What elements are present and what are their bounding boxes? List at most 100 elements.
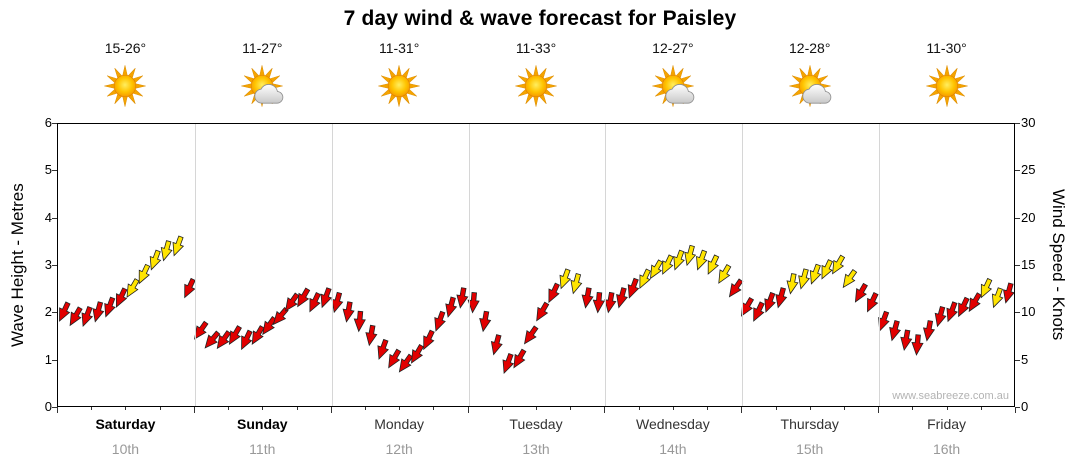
- wind-arrow: [991, 287, 1004, 309]
- wind-arrow: [194, 320, 209, 340]
- date-axis-minor-tick: [810, 407, 811, 410]
- wave-axis-tick: [52, 218, 57, 219]
- day-name-label: Friday: [927, 416, 967, 432]
- wind-arrow: [662, 254, 674, 275]
- temperature-range: 15-26°: [104, 40, 147, 56]
- wind-arrow: [456, 287, 469, 309]
- wind-arrow: [536, 301, 550, 322]
- sun-disc: [935, 74, 958, 98]
- date-axis-minor-tick: [125, 407, 126, 410]
- wind-axis-tick: [1015, 218, 1020, 219]
- page-title: 7 day wind & wave forecast for Paisley: [343, 7, 737, 30]
- sun-ray: [134, 83, 147, 89]
- wind-arrow: [104, 296, 116, 318]
- sun-ray: [943, 95, 950, 107]
- day-column: 11-30°: [878, 40, 1015, 109]
- wind-arrow: [524, 325, 539, 345]
- y-axis-right-title: Wind Speed - Knots: [1049, 189, 1068, 341]
- wind-arrow: [934, 305, 947, 328]
- date-axis-minor-tick: [673, 407, 674, 410]
- wind-arrow: [878, 310, 890, 332]
- wind-arrow: [81, 306, 94, 327]
- day-date-label: 13th: [522, 441, 550, 457]
- wind-arrow: [867, 292, 879, 313]
- date-axis-minor-tick: [536, 407, 537, 410]
- date-axis-minor-tick: [365, 407, 366, 410]
- wind-arrow: [479, 310, 492, 333]
- sun-ray: [259, 65, 266, 77]
- temperature-range: 11-30°: [926, 40, 967, 56]
- wind-arrow: [92, 301, 105, 323]
- wind-arrow: [832, 254, 846, 275]
- day-column: 12-27°: [604, 40, 741, 109]
- wind-axis-tick: [1015, 407, 1020, 408]
- wave-axis-tick: [52, 265, 57, 266]
- day-separator-line: [469, 124, 470, 406]
- cloud-shape: [665, 84, 695, 104]
- wind-arrow: [753, 301, 765, 322]
- watermark: www.seabreeze.com.au: [892, 390, 1009, 402]
- day-name-label: Sunday: [237, 416, 288, 432]
- date-axis-major-tick: [468, 407, 469, 413]
- wave-axis-tick: [52, 170, 57, 171]
- wind-arrow: [616, 287, 628, 309]
- wave-axis-tick-label: 1: [44, 351, 52, 367]
- wind-arrow: [854, 282, 868, 303]
- wave-axis-tick-label: 2: [44, 304, 52, 320]
- day-separator-line: [195, 124, 196, 406]
- date-axis-minor-tick: [433, 407, 434, 410]
- day-date-label: 14th: [659, 441, 687, 457]
- date-axis-major-tick: [331, 407, 332, 413]
- wind-arrow: [411, 343, 425, 364]
- wind-arrow: [320, 287, 333, 309]
- sun-icon: [102, 63, 148, 109]
- date-axis-minor-tick: [844, 407, 845, 410]
- sun-icon: [376, 63, 422, 109]
- wave-axis-tick-label: 6: [44, 115, 52, 130]
- day-date-label: 12th: [385, 441, 413, 457]
- date-axis-minor-tick: [297, 407, 298, 410]
- wind-arrow: [900, 329, 913, 351]
- wind-arrow: [627, 277, 640, 299]
- wind-arrow: [592, 292, 605, 314]
- sun-ray: [670, 65, 676, 77]
- wind-arrow: [398, 353, 414, 373]
- temperature-range: 11-27°: [242, 40, 283, 56]
- date-axis-major-tick: [878, 407, 879, 413]
- wind-arrow: [59, 301, 71, 322]
- wind-axis-tick: [1015, 123, 1020, 124]
- sun-disc: [524, 74, 548, 98]
- day-separator-line: [879, 124, 880, 406]
- wind-arrow: [775, 287, 788, 309]
- sun-ray: [806, 65, 813, 77]
- sun-ray: [789, 83, 801, 89]
- sun-disc: [387, 74, 411, 98]
- wave-axis-tick: [52, 407, 57, 408]
- day-name-label: Monday: [374, 416, 425, 432]
- wind-arrow: [889, 320, 902, 342]
- wind-axis-tick-label: 30: [1021, 115, 1036, 130]
- day-separator-line: [605, 124, 606, 406]
- wind-arrow: [184, 277, 196, 299]
- wave-axis-tick: [52, 123, 57, 124]
- wind-arrow: [309, 292, 321, 313]
- sun-ray: [122, 95, 129, 107]
- wind-arrow: [251, 325, 265, 345]
- wind-arrow: [922, 320, 936, 342]
- date-axis-minor-tick: [91, 407, 92, 410]
- date-axis-major-tick: [57, 407, 58, 413]
- wind-arrow: [241, 329, 253, 351]
- wind-arrow: [581, 287, 594, 309]
- sun-ray: [533, 95, 539, 107]
- wind-axis-tick-label: 25: [1021, 162, 1036, 178]
- wind-arrow: [172, 235, 185, 257]
- date-axis-minor-tick: [399, 407, 400, 410]
- day-name-label: Saturday: [95, 416, 156, 432]
- sun-cloud-icon: [650, 63, 696, 109]
- wind-axis-tick-label: 15: [1021, 257, 1036, 272]
- wind-arrow: [69, 306, 83, 327]
- day-column: 11-27°: [194, 40, 331, 109]
- wind-arrow: [842, 269, 858, 289]
- wave-axis-tick: [52, 312, 57, 313]
